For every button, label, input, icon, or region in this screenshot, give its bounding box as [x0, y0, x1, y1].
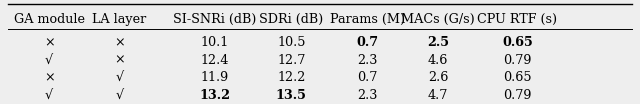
Text: CPU RTF (s): CPU RTF (s): [477, 13, 557, 26]
Text: √: √: [45, 89, 53, 102]
Text: 2.3: 2.3: [358, 89, 378, 102]
Text: 0.65: 0.65: [503, 71, 532, 84]
Text: √: √: [115, 89, 124, 102]
Text: 10.1: 10.1: [201, 36, 229, 49]
Text: GA module: GA module: [13, 13, 84, 26]
Text: MACs (G/s): MACs (G/s): [401, 13, 475, 26]
Text: 4.7: 4.7: [428, 89, 448, 102]
Text: ×: ×: [114, 54, 125, 67]
Text: 4.6: 4.6: [428, 54, 448, 67]
Text: 0.79: 0.79: [503, 54, 532, 67]
Text: 13.5: 13.5: [276, 89, 307, 102]
Text: 2.6: 2.6: [428, 71, 448, 84]
Text: SDRi (dB): SDRi (dB): [259, 13, 323, 26]
Text: 12.7: 12.7: [277, 54, 305, 67]
Text: ×: ×: [44, 71, 54, 84]
Text: 12.4: 12.4: [201, 54, 229, 67]
Text: 0.7: 0.7: [356, 36, 379, 49]
Text: √: √: [45, 54, 53, 67]
Text: √: √: [115, 71, 124, 84]
Text: 2.5: 2.5: [427, 36, 449, 49]
Text: Params (M): Params (M): [330, 13, 405, 26]
Text: 2.3: 2.3: [358, 54, 378, 67]
Text: LA layer: LA layer: [92, 13, 147, 26]
Text: 12.2: 12.2: [277, 71, 305, 84]
Text: 0.65: 0.65: [502, 36, 533, 49]
Text: 0.79: 0.79: [503, 89, 532, 102]
Text: 0.7: 0.7: [358, 71, 378, 84]
Text: ×: ×: [44, 36, 54, 49]
Text: SI-SNRi (dB): SI-SNRi (dB): [173, 13, 257, 26]
Text: ×: ×: [114, 36, 125, 49]
Text: 10.5: 10.5: [277, 36, 305, 49]
Text: 13.2: 13.2: [199, 89, 230, 102]
Text: 11.9: 11.9: [201, 71, 229, 84]
